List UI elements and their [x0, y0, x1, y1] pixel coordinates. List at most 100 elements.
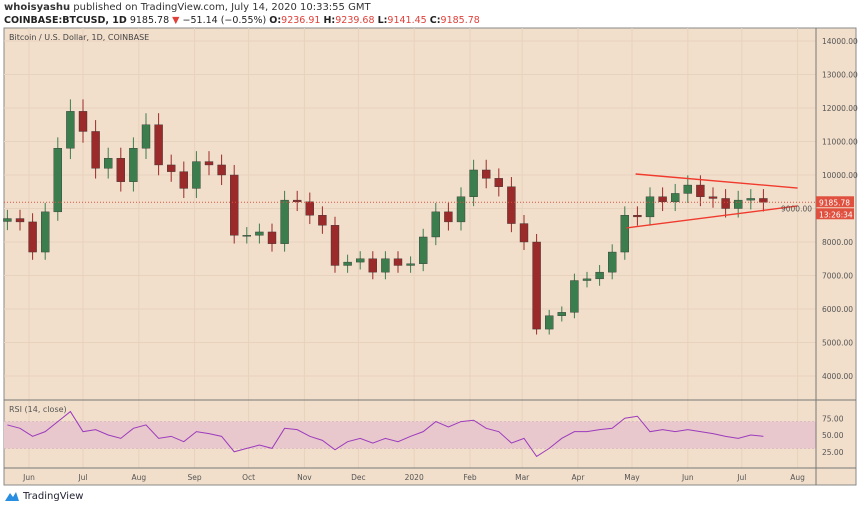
candle	[15, 218, 25, 223]
candle	[103, 158, 113, 169]
rsi-title: RSI (14, close)	[9, 405, 67, 414]
candle	[444, 211, 453, 223]
price-tick-label: 6000.00	[822, 305, 853, 314]
chart-background	[3, 27, 857, 486]
candle	[557, 312, 566, 316]
price-tick-label: 4000.00	[822, 372, 853, 381]
price-tick-label: 8000.00	[822, 238, 853, 247]
date-tick-label: Apr	[572, 473, 586, 482]
candle	[671, 193, 680, 203]
date-tick-label: 2020	[405, 473, 424, 482]
trendlines	[626, 173, 798, 229]
candle	[746, 198, 755, 201]
low-label: L:	[377, 15, 388, 26]
candle	[41, 211, 50, 253]
candle	[66, 111, 75, 149]
price-tick-label: 7000.00	[822, 272, 853, 281]
triangle-trendline	[635, 173, 798, 189]
candle	[368, 258, 377, 273]
tradingview-logo[interactable]: TradingView	[4, 490, 83, 502]
candle	[658, 196, 667, 202]
candle	[91, 131, 100, 169]
candle	[683, 184, 692, 194]
date-tick-label: Sep	[188, 473, 202, 482]
rsi-line	[7, 410, 764, 458]
date-tick-label: Aug	[131, 473, 146, 482]
candle	[154, 124, 163, 166]
candle	[343, 261, 352, 266]
candle	[696, 184, 705, 197]
candle	[28, 221, 37, 253]
price-label: 9185.78	[819, 198, 850, 207]
candle	[192, 161, 201, 189]
open-value: 9236.91	[281, 15, 321, 26]
candle	[633, 214, 642, 218]
candle	[229, 174, 239, 236]
candle	[507, 186, 516, 224]
symbol-info: COINBASE:BTCUSD, 1D 9185.78 ▼ −51.14 (−0…	[4, 15, 480, 26]
countdown-box	[816, 208, 854, 220]
candle	[129, 147, 138, 182]
change: −51.14 (−0.55%)	[182, 15, 267, 26]
candle	[255, 231, 264, 236]
candle	[305, 201, 314, 216]
date-tick-label: Oct	[242, 473, 255, 482]
date-tick-label: May	[624, 473, 640, 482]
high-label: H:	[323, 15, 336, 26]
date-tick-label: Aug	[790, 473, 805, 482]
candle	[469, 169, 478, 197]
candle	[419, 236, 428, 264]
grid	[4, 28, 816, 468]
candle	[78, 111, 88, 132]
candle	[582, 278, 592, 281]
price-tick-label: 11000.00	[822, 138, 858, 147]
axis-labels: 4000.00 5000.00 6000.00 7000.00 8000.00 9000.…	[22, 37, 858, 482]
rsi-band	[4, 421, 816, 449]
candle	[141, 124, 151, 149]
date-tick-label: Mar	[515, 473, 530, 482]
price-tick-label: 5000.00	[822, 339, 853, 348]
candle	[356, 258, 365, 263]
pane-title: Bitcoin / U.S. Dollar, 1D, COINBASE	[9, 33, 149, 42]
candle	[456, 196, 466, 223]
candle	[595, 271, 604, 280]
candle	[545, 315, 554, 330]
price-tick-label: 14000.00	[822, 37, 858, 46]
candle	[393, 258, 403, 266]
date-tick-label: Feb	[463, 473, 477, 482]
rsi-tick-label: 50.00	[822, 431, 844, 440]
candle	[280, 199, 289, 244]
candle	[53, 147, 62, 213]
last-price: 9185.78	[129, 15, 170, 26]
low-value: 9141.45	[387, 15, 427, 26]
candle	[406, 263, 415, 266]
rsi-tick-label: 75.00	[822, 414, 844, 423]
candle	[166, 164, 176, 172]
date-tick-label: Jun	[22, 473, 35, 482]
triangle-trendline	[626, 205, 798, 229]
date-tick-label: Jul	[77, 473, 87, 482]
date-tick-label: Nov	[297, 473, 312, 482]
candle	[608, 251, 617, 273]
rsi-tick-label: 25.00	[822, 448, 844, 457]
date-tick-label: Dec	[351, 473, 366, 482]
author[interactable]: whoisyashu	[4, 2, 71, 13]
candle	[381, 258, 390, 273]
price-tick-label: 13000.00	[822, 71, 858, 80]
publish-text: published on TradingView.com, July 14, 2…	[73, 2, 371, 13]
price-label-box	[816, 196, 854, 208]
candle	[431, 211, 440, 238]
candle	[721, 198, 730, 209]
candle	[3, 218, 12, 222]
candle	[293, 199, 302, 202]
candle	[318, 214, 327, 226]
candles	[3, 99, 768, 335]
candle	[242, 235, 252, 237]
tradingview-icon	[5, 492, 19, 501]
down-arrow-icon: ▼	[172, 15, 180, 26]
candle	[532, 241, 541, 330]
countdown: 13:26:34	[819, 210, 853, 219]
candle	[267, 231, 277, 244]
close-value: 9185.78	[440, 15, 480, 26]
